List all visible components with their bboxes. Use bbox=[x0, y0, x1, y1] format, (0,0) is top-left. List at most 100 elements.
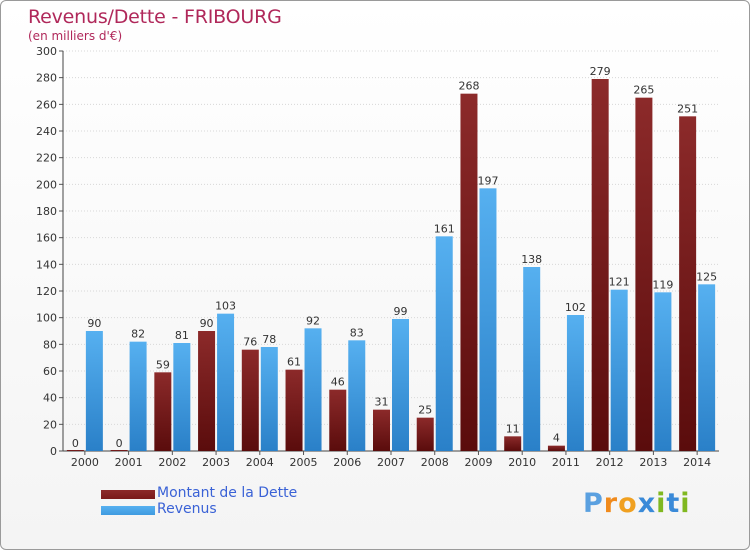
bar-revenue-2007 bbox=[392, 319, 409, 451]
proxiti-logo: Proxiti bbox=[583, 488, 691, 519]
data-label-revenue-2000: 90 bbox=[87, 317, 101, 330]
data-label-debt-2004: 76 bbox=[243, 336, 257, 349]
data-label-revenue-2014: 125 bbox=[696, 270, 717, 283]
bar-debt-2003 bbox=[198, 331, 216, 451]
data-label-revenue-2009: 197 bbox=[477, 174, 498, 187]
bar-revenue-2013 bbox=[654, 292, 672, 451]
logo-letter: P bbox=[583, 488, 604, 519]
data-label-debt-2014: 251 bbox=[677, 102, 698, 115]
x-tick-label: 2013 bbox=[639, 456, 667, 469]
bar-debt-2005 bbox=[285, 369, 303, 451]
x-tick-label: 2002 bbox=[158, 456, 186, 469]
data-label-debt-2013: 265 bbox=[633, 84, 654, 97]
data-label-revenue-2007: 99 bbox=[394, 305, 408, 318]
bar-debt-2011 bbox=[547, 445, 565, 451]
y-tick-label: 300 bbox=[36, 45, 57, 58]
data-label-revenue-2001: 82 bbox=[131, 328, 145, 341]
bar-revenue-2001 bbox=[129, 341, 147, 451]
x-tick-label: 2009 bbox=[464, 456, 492, 469]
logo-letter: i bbox=[656, 488, 667, 519]
bar-revenue-2002 bbox=[173, 343, 191, 451]
data-label-debt-2005: 61 bbox=[287, 356, 301, 369]
data-label-revenue-2003: 103 bbox=[215, 300, 236, 313]
x-tick-label: 2007 bbox=[377, 456, 405, 469]
y-tick-label: 260 bbox=[36, 98, 57, 111]
x-tick-label: 2010 bbox=[508, 456, 536, 469]
data-label-debt-2008: 25 bbox=[418, 404, 432, 417]
bar-revenue-2009 bbox=[479, 188, 497, 452]
x-tick-label: 2000 bbox=[71, 456, 99, 469]
y-tick-label: 280 bbox=[36, 72, 57, 85]
logo-letter: i bbox=[680, 488, 691, 519]
legend-swatch-debt bbox=[101, 490, 155, 499]
bar-revenue-2010 bbox=[523, 267, 541, 451]
bar-revenue-2011 bbox=[566, 315, 584, 451]
x-tick-label: 2011 bbox=[552, 456, 580, 469]
data-label-debt-2012: 279 bbox=[590, 65, 611, 78]
logo-letter: o bbox=[618, 488, 638, 519]
bar-revenue-2000 bbox=[85, 331, 103, 451]
data-label-revenue-2011: 102 bbox=[565, 301, 586, 314]
y-tick-label: 80 bbox=[43, 338, 57, 351]
data-label-debt-2003: 90 bbox=[200, 317, 214, 330]
bar-revenue-2004 bbox=[260, 347, 278, 451]
data-label-revenue-2013: 119 bbox=[652, 278, 673, 291]
chart-title: Revenus/Dette - FRIBOURG bbox=[28, 6, 282, 28]
data-label-debt-2007: 31 bbox=[375, 396, 389, 409]
bar-debt-2010 bbox=[504, 436, 522, 451]
y-tick-label: 60 bbox=[43, 365, 57, 378]
y-tick-label: 100 bbox=[36, 312, 57, 325]
bar-debt-2001 bbox=[110, 450, 128, 451]
x-tick-label: 2005 bbox=[290, 456, 318, 469]
data-label-revenue-2002: 81 bbox=[175, 329, 189, 342]
y-tick-label: 160 bbox=[36, 232, 57, 245]
data-label-debt-2011: 4 bbox=[553, 432, 560, 445]
bar-debt-2006 bbox=[329, 389, 347, 451]
data-label-revenue-2008: 161 bbox=[434, 222, 455, 235]
x-tick-label: 2003 bbox=[202, 456, 230, 469]
y-tick-label: 220 bbox=[36, 152, 57, 165]
y-tick-label: 20 bbox=[43, 418, 57, 431]
x-tick-label: 2014 bbox=[683, 456, 711, 469]
y-tick-label: 240 bbox=[36, 125, 57, 138]
bar-debt-2012 bbox=[591, 79, 609, 451]
y-tick-label: 200 bbox=[36, 178, 57, 191]
chart-subtitle: (en milliers d'€) bbox=[28, 29, 123, 43]
data-label-debt-2010: 11 bbox=[506, 422, 520, 435]
bar-debt-2000 bbox=[66, 450, 84, 451]
bar-debt-2009 bbox=[460, 93, 478, 452]
legend-label-debt: Montant de la Dette bbox=[157, 485, 298, 501]
data-label-debt-2006: 46 bbox=[331, 376, 345, 389]
bar-debt-2004 bbox=[241, 349, 259, 451]
logo-letter: t bbox=[666, 488, 681, 519]
bar-revenue-2014 bbox=[698, 284, 716, 451]
y-tick-label: 40 bbox=[43, 392, 57, 405]
bar-debt-2014 bbox=[679, 116, 697, 451]
data-label-debt-2001: 0 bbox=[116, 437, 123, 450]
data-label-revenue-2005: 92 bbox=[306, 314, 320, 327]
bar-debt-2007 bbox=[373, 409, 390, 451]
bar-revenue-2005 bbox=[304, 328, 322, 451]
x-tick-label: 2004 bbox=[246, 456, 274, 469]
bar-debt-2002 bbox=[154, 372, 172, 451]
y-tick-label: 140 bbox=[36, 258, 57, 271]
logo-letter: x bbox=[637, 488, 657, 519]
bar-debt-2008 bbox=[416, 417, 434, 451]
data-label-revenue-2012: 121 bbox=[609, 276, 630, 289]
data-label-revenue-2006: 83 bbox=[350, 326, 364, 339]
bar-revenue-2003 bbox=[217, 313, 235, 451]
x-tick-label: 2006 bbox=[333, 456, 361, 469]
bar-revenue-2008 bbox=[435, 236, 453, 451]
data-label-revenue-2010: 138 bbox=[521, 253, 542, 266]
data-label-debt-2009: 268 bbox=[458, 80, 479, 93]
x-tick-label: 2012 bbox=[596, 456, 624, 469]
logo-letter: r bbox=[603, 488, 619, 519]
x-tick-label: 2008 bbox=[421, 456, 449, 469]
x-tick-label: 2001 bbox=[115, 456, 143, 469]
bar-revenue-2012 bbox=[610, 289, 628, 451]
data-label-revenue-2004: 78 bbox=[262, 333, 276, 346]
y-tick-label: 0 bbox=[50, 445, 57, 458]
legend-label-revenue: Revenus bbox=[157, 501, 217, 517]
